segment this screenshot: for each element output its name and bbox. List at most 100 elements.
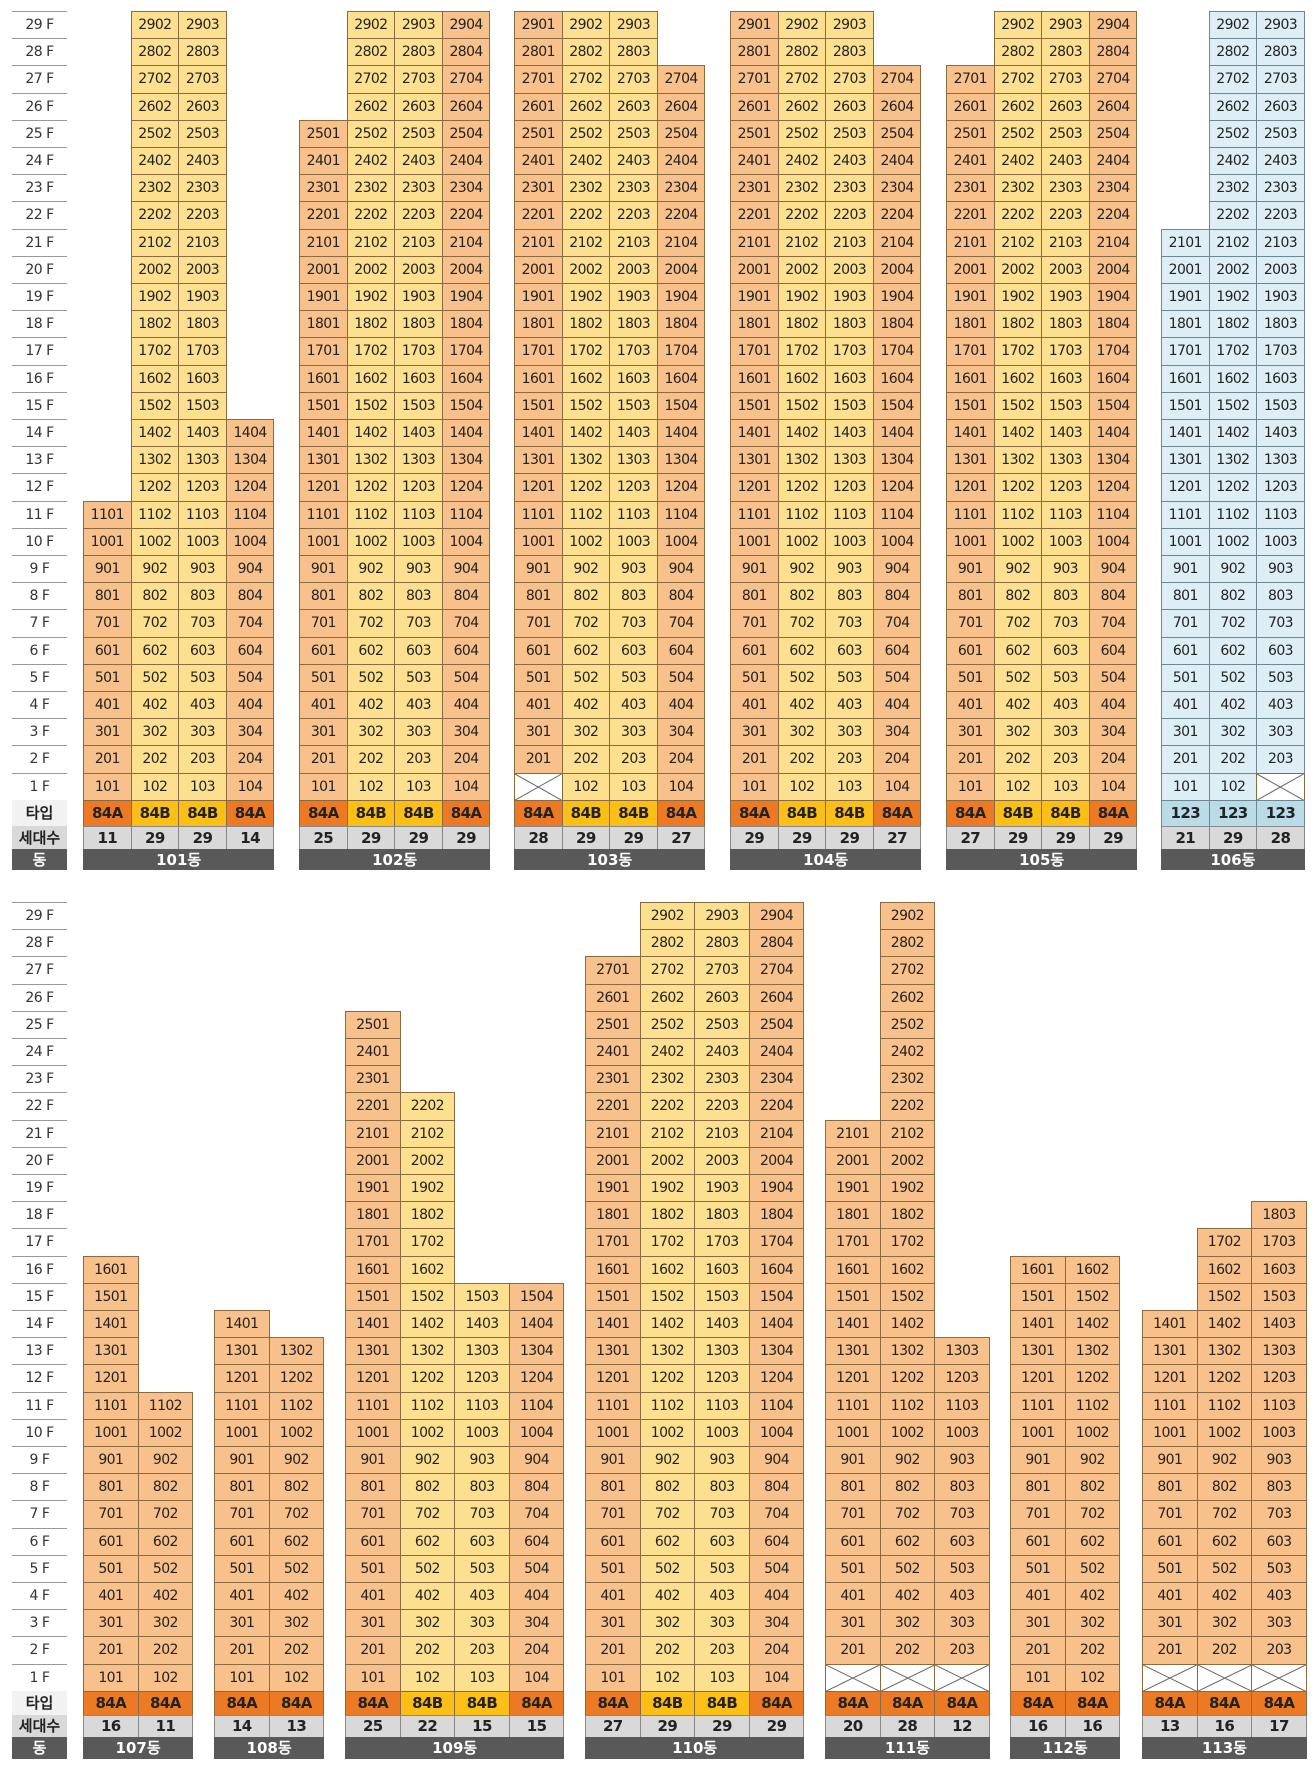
unit-cell[interactable]: 501 [730, 663, 779, 692]
unit-cell[interactable]: 603 [1251, 1527, 1307, 1556]
unit-cell[interactable]: 1901 [1161, 283, 1210, 312]
unit-cell[interactable]: 2503 [178, 119, 227, 148]
unit-cell[interactable]: 1403 [394, 419, 443, 448]
unit-cell[interactable]: 2102 [399, 1119, 456, 1148]
unit-cell[interactable]: 301 [345, 1609, 401, 1638]
unit-cell[interactable]: 2203 [609, 201, 658, 230]
unit-cell[interactable]: 2001 [345, 1146, 401, 1175]
unit-cell[interactable]: 2002 [777, 255, 827, 284]
unit-cell[interactable]: 303 [609, 718, 658, 747]
unit-cell[interactable]: 204 [656, 745, 706, 774]
unit-cell[interactable]: 503 [1041, 663, 1090, 692]
unit-cell[interactable]: 701 [1142, 1500, 1198, 1529]
unit-cell[interactable]: 401 [1142, 1582, 1198, 1611]
unit-cell[interactable]: 2103 [609, 228, 658, 257]
unit-cell[interactable]: 1001 [514, 527, 563, 556]
unit-cell[interactable]: 1403 [454, 1310, 510, 1339]
unit-cell[interactable]: 802 [561, 582, 611, 611]
unit-cell[interactable]: 2702 [346, 65, 396, 94]
unit-cell[interactable]: 1601 [299, 364, 348, 393]
unit-cell[interactable]: 2203 [1256, 201, 1305, 230]
unit-cell[interactable]: 1702 [777, 337, 827, 366]
unit-cell[interactable]: 2502 [993, 119, 1043, 148]
unit-cell[interactable]: 1502 [879, 1282, 936, 1311]
unit-cell[interactable]: 1003 [609, 527, 658, 556]
unit-cell[interactable]: 801 [1142, 1473, 1198, 1502]
unit-cell[interactable]: 1702 [561, 337, 611, 366]
unit-cell[interactable]: 201 [946, 745, 995, 774]
unit-cell[interactable]: 2302 [561, 174, 611, 203]
unit-cell[interactable]: 304 [508, 1609, 565, 1638]
unit-cell[interactable]: 1001 [825, 1418, 881, 1447]
unit-cell[interactable]: 1803 [825, 310, 874, 339]
unit-cell[interactable]: 1903 [694, 1174, 750, 1203]
unit-cell[interactable]: 401 [946, 691, 995, 720]
unit-cell[interactable]: 404 [508, 1582, 565, 1611]
unit-cell[interactable]: 801 [730, 582, 779, 611]
unit-cell[interactable]: 1502 [639, 1282, 696, 1311]
unit-cell[interactable]: 902 [399, 1446, 456, 1475]
unit-cell[interactable]: 601 [345, 1527, 401, 1556]
unit-cell[interactable]: 1801 [946, 310, 995, 339]
unit-cell[interactable]: 2803 [825, 38, 874, 67]
unit-cell[interactable]: 1101 [299, 500, 348, 529]
unit-cell[interactable]: 301 [1010, 1609, 1066, 1638]
unit-cell[interactable]: 2203 [694, 1092, 750, 1121]
unit-cell[interactable]: 1004 [872, 527, 922, 556]
unit-cell[interactable]: 1903 [825, 283, 874, 312]
unit-cell[interactable]: 704 [656, 609, 706, 638]
unit-cell[interactable]: 1904 [748, 1174, 805, 1203]
unit-cell[interactable]: 1002 [561, 527, 611, 556]
unit-cell[interactable]: 1302 [879, 1337, 936, 1366]
unit-cell[interactable]: 2201 [730, 201, 779, 230]
unit-cell[interactable]: 1802 [639, 1201, 696, 1230]
unit-cell[interactable]: 2703 [609, 65, 658, 94]
unit-cell[interactable]: 803 [394, 582, 443, 611]
unit-cell[interactable]: 1201 [585, 1364, 641, 1393]
unit-cell[interactable]: 803 [609, 582, 658, 611]
unit-cell[interactable]: 2201 [345, 1092, 401, 1121]
unit-cell[interactable]: 1303 [609, 446, 658, 475]
unit-cell[interactable]: 904 [748, 1446, 805, 1475]
unit-cell[interactable]: 1603 [1041, 364, 1090, 393]
unit-cell[interactable]: 101 [83, 772, 132, 801]
unit-cell[interactable]: 602 [879, 1527, 936, 1556]
unit-cell[interactable]: 501 [585, 1554, 641, 1583]
unit-cell[interactable]: 1104 [748, 1391, 805, 1420]
unit-cell[interactable]: 902 [993, 555, 1043, 584]
unit-cell[interactable]: 2802 [777, 38, 827, 67]
unit-cell[interactable]: 701 [825, 1500, 881, 1529]
unit-cell[interactable]: 2102 [561, 228, 611, 257]
unit-cell[interactable]: 804 [225, 582, 275, 611]
unit-cell[interactable]: 1203 [1251, 1364, 1307, 1393]
unit-cell[interactable]: 1201 [345, 1364, 401, 1393]
unit-cell[interactable]: 2803 [178, 38, 227, 67]
unit-cell[interactable]: 1701 [345, 1228, 401, 1257]
unit-cell[interactable]: 802 [1208, 582, 1258, 611]
unit-cell[interactable]: 1603 [694, 1255, 750, 1284]
unit-cell[interactable]: 1503 [825, 391, 874, 420]
unit-cell[interactable]: 1004 [225, 527, 275, 556]
unit-cell[interactable]: 1503 [1251, 1282, 1307, 1311]
unit-cell[interactable]: 1803 [694, 1201, 750, 1230]
unit-cell[interactable]: 601 [514, 636, 563, 665]
unit-cell[interactable]: 502 [130, 663, 180, 692]
unit-cell[interactable]: 1403 [825, 419, 874, 448]
unit-cell[interactable]: 1601 [585, 1255, 641, 1284]
unit-cell[interactable]: 803 [694, 1473, 750, 1502]
unit-cell[interactable]: 2402 [130, 147, 180, 176]
unit-cell[interactable]: 302 [399, 1609, 456, 1638]
unit-cell[interactable]: 701 [299, 609, 348, 638]
unit-cell[interactable]: 2304 [872, 174, 922, 203]
unit-cell[interactable]: 1601 [1161, 364, 1210, 393]
unit-cell[interactable]: 1801 [514, 310, 563, 339]
unit-cell[interactable]: 2303 [825, 174, 874, 203]
unit-cell[interactable]: 402 [561, 691, 611, 720]
unit-cell[interactable]: 2602 [777, 92, 827, 121]
unit-cell[interactable]: 304 [1088, 718, 1138, 747]
unit-cell[interactable]: 1102 [268, 1391, 325, 1420]
unit-cell[interactable]: 2101 [730, 228, 779, 257]
unit-cell[interactable]: 1203 [1256, 473, 1305, 502]
unit-cell[interactable]: 1803 [178, 310, 227, 339]
unit-cell[interactable]: 504 [748, 1554, 805, 1583]
